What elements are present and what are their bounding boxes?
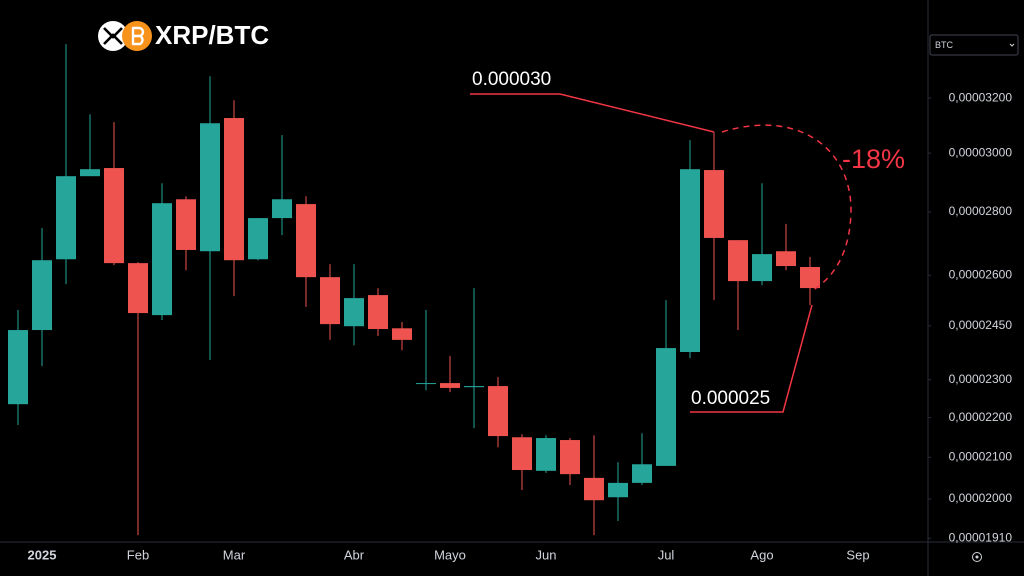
candle-body [776,251,796,267]
candle-body [464,386,484,388]
currency-dropdown[interactable]: BTC [929,34,1019,56]
candle-body [440,383,460,388]
x-tick-label: Jun [536,547,557,562]
candle-body [296,204,316,278]
y-tick-label: 0,00002800 [949,204,1013,218]
candle-body [152,203,172,316]
candle-body [8,330,28,405]
leader-line [470,93,715,133]
y-tick-label: 0,00002000 [949,491,1013,505]
btc-glyph [131,26,145,46]
candle-body [680,169,700,353]
x-tick-label: Sep [846,547,869,562]
candle-body [32,260,52,331]
candle-body [632,464,652,483]
candle-body [608,482,628,498]
candle-body [800,267,820,289]
candle-body [584,477,604,501]
candle-body [272,199,292,219]
x-tick-label: Ago [750,547,773,562]
candle-body [80,169,100,177]
chart-title: XRP/BTC [155,20,269,50]
candle-body [128,263,148,314]
candle-body [704,170,724,238]
candle-body [392,328,412,340]
logo [98,21,152,51]
dropdown-arrow[interactable] [1009,43,1015,47]
candle-body [752,254,772,282]
y-tick-label: 0,00001910 [949,530,1013,544]
candle-body [104,168,124,264]
y-tick-label: 0,00002600 [949,267,1013,281]
candle-body [56,176,76,260]
annotation-label: 0.000030 [472,69,551,90]
x-tick-label: Mayo [434,547,466,562]
xrp-glyph [103,27,123,45]
dropdown-box[interactable] [929,34,1019,56]
x-tick-label: Jul [658,547,675,562]
annotation-label: 0.000025 [691,388,770,409]
x-tick-label: Abr [344,547,365,562]
leader-line [690,304,813,413]
y-tick-label: 0,00002300 [949,372,1013,386]
candle-body [248,218,268,260]
candle-body [320,277,340,325]
candles [8,44,820,536]
dropdown-label[interactable]: BTC [935,40,954,50]
candle-body [368,295,388,329]
y-tick-label: 0,00002450 [949,318,1013,332]
candle-body [728,240,748,282]
icon-dot[interactable] [975,555,979,559]
settings-icon[interactable] [972,552,982,562]
candle-body [176,199,196,250]
y-tick-label: 0,00003200 [949,90,1013,104]
candle-body [488,386,508,437]
y-tick-label: 0,00003000 [949,145,1013,159]
candle-body [560,440,580,475]
icon-ring[interactable] [972,552,982,562]
y-tick-label: 0,00002200 [949,410,1013,424]
candle-body [656,348,676,466]
change-label: -18% [842,144,905,174]
x-tick-label: Mar [223,547,246,562]
annotation-high: 0.000030 [470,69,715,133]
x-tick-label: Feb [127,547,149,562]
candle-body [512,437,532,471]
y-tick-label: 0,00002100 [949,450,1013,464]
annotation-low: 0.000025 [690,304,813,413]
candle-body [344,298,364,327]
candle-body [200,123,220,252]
candle-body [224,118,244,261]
candle-body [416,383,436,385]
x-tick-label: 2025 [28,547,57,562]
candle-body [536,438,556,471]
